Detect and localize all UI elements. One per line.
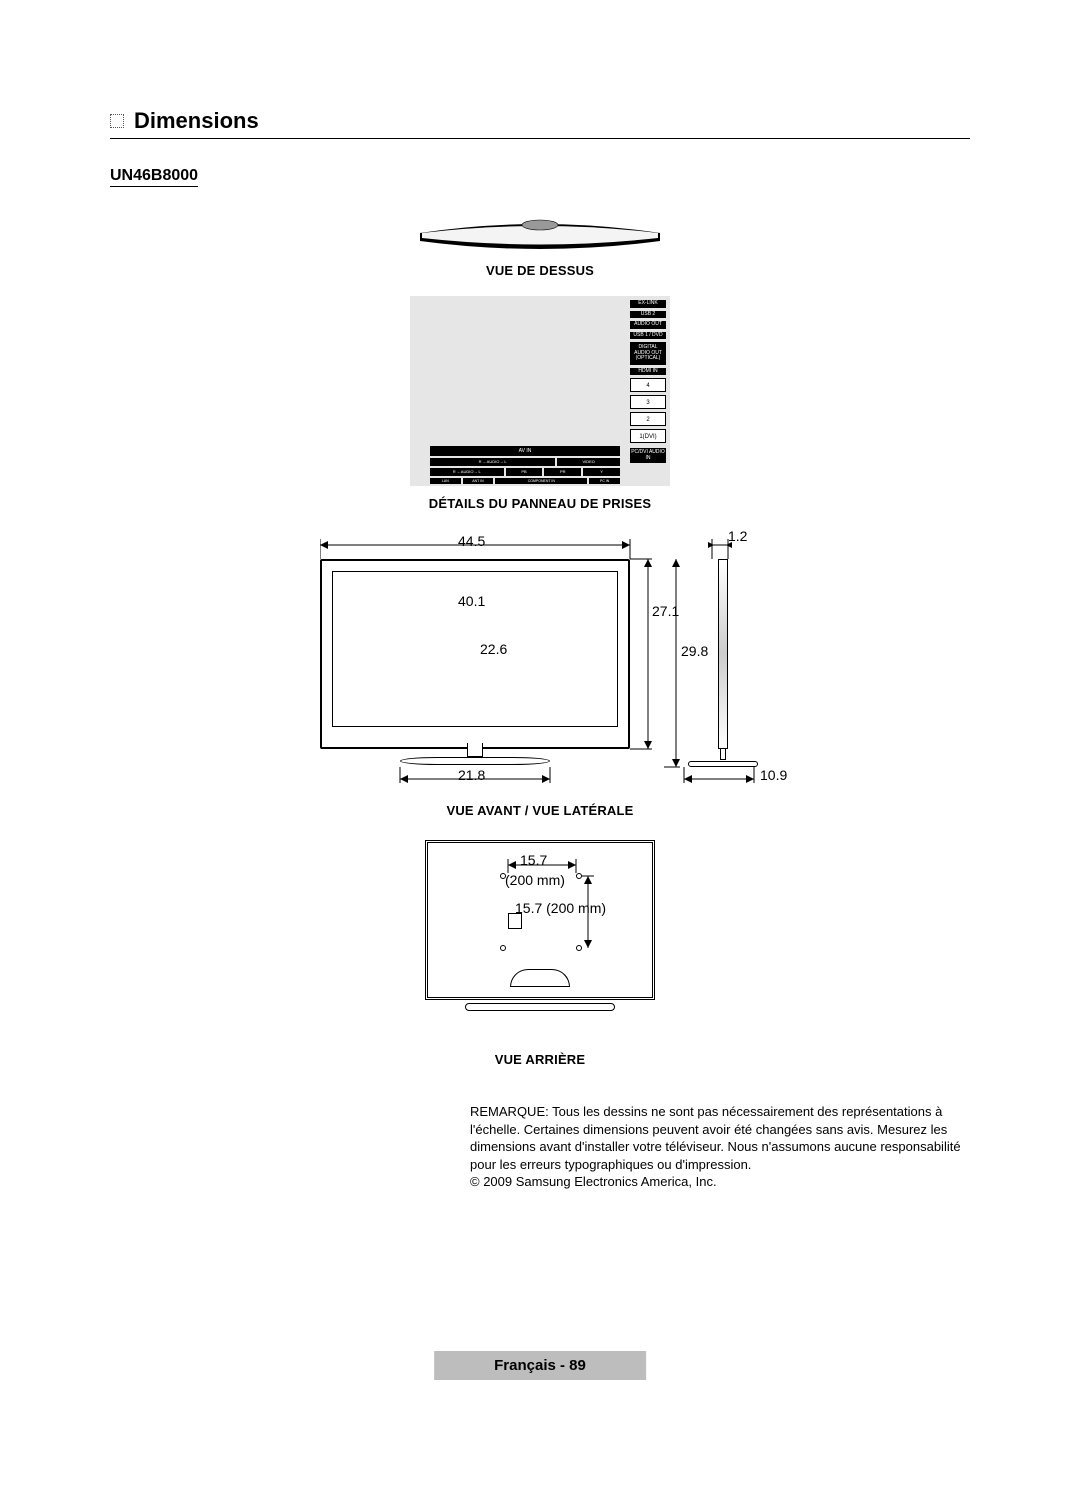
disclaimer-block: REMARQUE: Tous les dessins ne sont pas n… — [470, 1103, 970, 1191]
tv-front-drawing — [320, 559, 630, 749]
tv-side-drawing — [716, 559, 730, 749]
port-label: R ←AUDIO→ L — [430, 458, 555, 466]
caption-front-side: VUE AVANT / VUE LATÉRALE — [110, 803, 970, 818]
figure-jack-panel: EX-LINK USB 2 AUDIO OUT USB 1 / DVD DIGI… — [410, 296, 670, 486]
port-label: R ←AUDIO→ L — [430, 468, 504, 476]
dim-value: 15.7 (200 mm) — [515, 900, 606, 916]
port-label: VIDEO — [557, 458, 620, 466]
dim-unit: (200 mm) — [505, 872, 565, 888]
dim-value: 22.6 — [480, 641, 507, 657]
figure-front-side: 44.5 40.1 22.6 27.1 29.8 21.8 1.2 10.9 — [320, 531, 760, 791]
disclaimer-text: REMARQUE: Tous les dessins ne sont pas n… — [470, 1103, 970, 1173]
figure-rear-view: 15.7 (200 mm) 15.7 (200 mm) — [415, 840, 665, 1030]
jack-label: PC/DVI AUDIO IN — [630, 448, 666, 463]
figure-top-view — [410, 211, 670, 257]
dim-value: 29.8 — [681, 643, 708, 659]
dim-value: 1.2 — [728, 528, 747, 544]
model-number: UN46B8000 — [110, 167, 198, 187]
port-label: PC IN — [589, 478, 620, 484]
port-label: PR — [544, 468, 581, 476]
av-in-label: AV IN — [430, 446, 620, 456]
port-label: ANT IN — [463, 478, 494, 484]
section-icon — [110, 114, 124, 128]
dim-value: 44.5 — [458, 533, 485, 549]
dim-value: 15.7 — [520, 852, 547, 868]
section-title: Dimensions — [134, 108, 259, 134]
caption-top-view: VUE DE DESSUS — [110, 263, 970, 278]
jack-port: 4 — [630, 378, 666, 392]
jack-label: DIGITAL AUDIO OUT (OPTICAL) — [630, 342, 666, 365]
caption-jack-panel: DÉTAILS DU PANNEAU DE PRISES — [110, 496, 970, 511]
jack-port: 3 — [630, 395, 666, 409]
port-label: LAN — [430, 478, 461, 484]
dim-value: 27.1 — [652, 603, 679, 619]
page-footer: Français - 89 — [434, 1351, 646, 1380]
dim-value: 10.9 — [760, 767, 787, 783]
section-header: Dimensions — [110, 108, 970, 139]
copyright-text: © 2009 Samsung Electronics America, Inc. — [470, 1173, 970, 1191]
jack-port: 2 — [630, 412, 666, 426]
jack-label: EX-LINK — [630, 300, 666, 308]
port-label: PB — [506, 468, 543, 476]
dim-value: 40.1 — [458, 593, 485, 609]
dim-value: 21.8 — [458, 767, 485, 783]
jack-label: USB 2 — [630, 311, 666, 319]
jack-port: 1(DVI) — [630, 429, 666, 443]
caption-rear-view: VUE ARRIÈRE — [110, 1052, 970, 1067]
jack-label: AUDIO OUT — [630, 321, 666, 329]
port-label: COMPONENT IN — [495, 478, 587, 484]
jack-label: USB 1 / DVD — [630, 332, 666, 340]
jack-label: HDMI IN — [630, 368, 666, 376]
port-label: Y — [583, 468, 620, 476]
